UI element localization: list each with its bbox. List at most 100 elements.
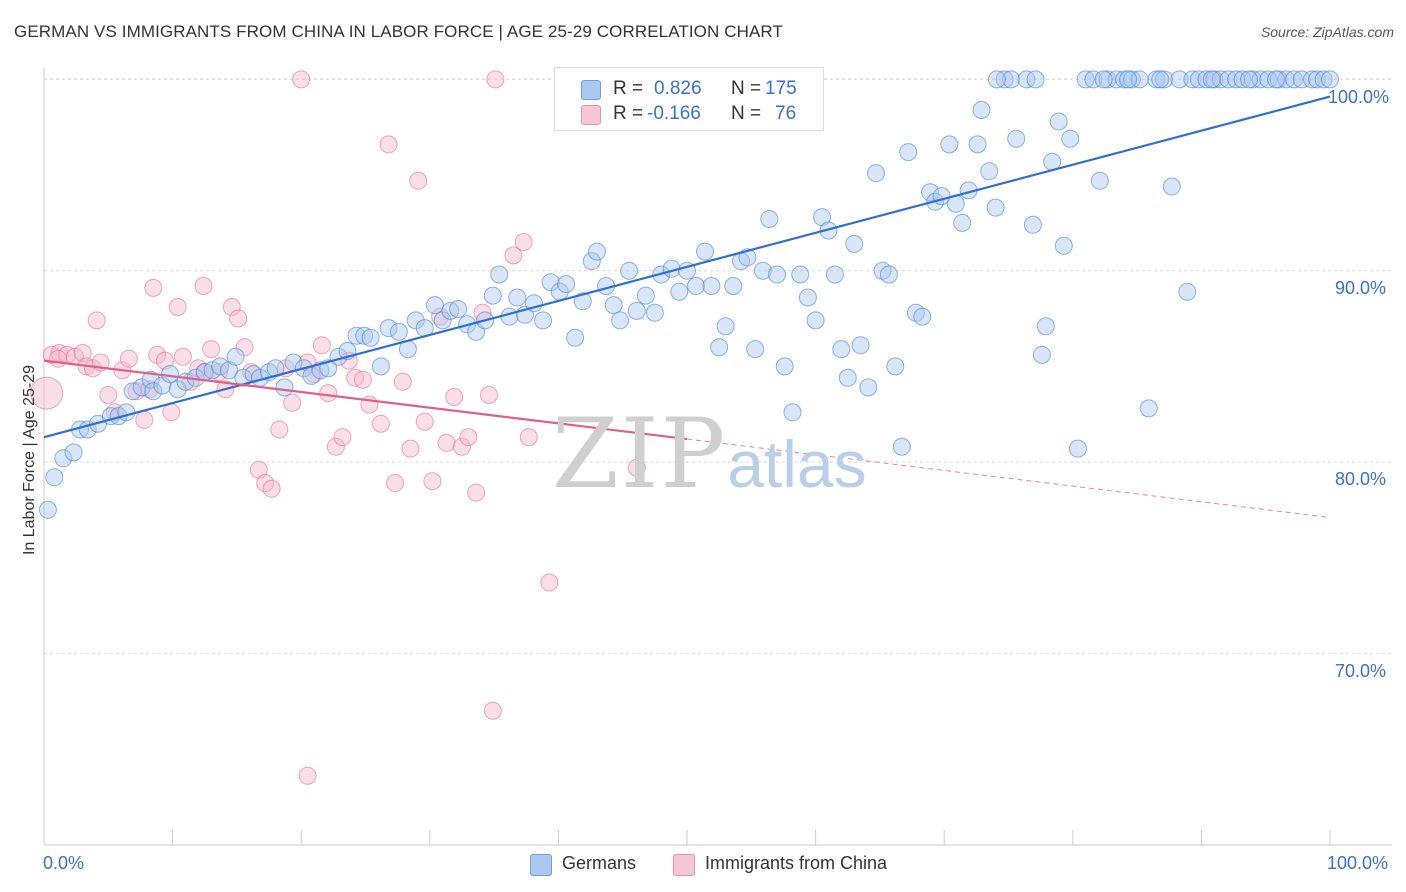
germans-point xyxy=(1036,317,1055,336)
germans-point xyxy=(940,135,959,154)
china-point xyxy=(222,298,241,316)
germans-point xyxy=(716,317,735,336)
watermark: ZIPatlas xyxy=(552,398,867,510)
china-point xyxy=(437,433,456,452)
germans-point xyxy=(1243,70,1262,89)
china-point xyxy=(194,277,213,295)
legend-label: Germans xyxy=(562,853,637,873)
germans-point xyxy=(54,449,73,468)
germans-point xyxy=(1170,70,1189,89)
germans-point xyxy=(1308,70,1327,89)
germans-point xyxy=(968,135,987,154)
china-point xyxy=(519,428,538,447)
germans-point xyxy=(1189,70,1208,89)
china-point xyxy=(423,472,442,491)
germans-point xyxy=(791,265,810,284)
n-value: 76 xyxy=(775,103,797,124)
germans-point xyxy=(275,378,294,397)
germans-point xyxy=(1259,70,1278,89)
china-swatch xyxy=(673,854,695,876)
stats-legend: R = 0.826 N = 175 R = -0.166 N = 76 xyxy=(554,67,824,131)
germans-point xyxy=(832,340,851,359)
china-point xyxy=(393,372,412,391)
china-point xyxy=(409,171,428,190)
germans-point xyxy=(541,273,560,292)
germans-point xyxy=(921,183,940,202)
germans-point xyxy=(500,307,519,326)
china-point xyxy=(467,483,486,502)
chart-title: GERMAN VS IMMIGRANTS FROM CHINA IN LABOR… xyxy=(14,22,783,41)
germans-point xyxy=(566,328,585,347)
germans-point xyxy=(825,265,844,284)
germans-point xyxy=(38,500,57,519)
germans-point xyxy=(1139,399,1158,418)
germans-point xyxy=(1119,70,1138,89)
china-point xyxy=(504,246,523,265)
y-tick-label-90: 90.0% xyxy=(1335,278,1387,298)
china-point xyxy=(119,349,138,368)
germans-point xyxy=(687,277,705,295)
stats-legend-germans: R = 0.826 N = 175 xyxy=(555,76,823,102)
china-point xyxy=(319,384,338,403)
germans-point xyxy=(1054,236,1073,255)
germans-point xyxy=(1076,70,1095,89)
germans-point xyxy=(636,286,655,305)
germans-point xyxy=(1267,70,1285,89)
germans-point xyxy=(1032,345,1051,364)
r-value: 0.826 xyxy=(654,78,702,99)
china-point xyxy=(452,437,471,456)
r-label: R = xyxy=(613,103,644,124)
germans-point xyxy=(347,326,366,345)
germans-point xyxy=(1314,70,1333,89)
germans-point xyxy=(1049,112,1068,131)
china-point xyxy=(627,458,646,477)
germans-point xyxy=(775,357,794,376)
germans-point xyxy=(798,288,817,307)
china-point xyxy=(514,233,533,251)
germans-point xyxy=(1023,215,1042,234)
germans-swatch xyxy=(530,854,552,876)
germans-point xyxy=(746,340,765,359)
germans-point xyxy=(886,357,905,376)
immigrants-from-china-points xyxy=(30,70,646,785)
germans-point xyxy=(355,326,374,345)
germans-point xyxy=(406,311,425,330)
germans-point xyxy=(696,242,714,261)
germans-point xyxy=(441,301,460,320)
china-point xyxy=(445,388,464,406)
x-tick-label-min: 0.0% xyxy=(43,853,85,873)
germans-point xyxy=(226,347,245,366)
germans-point xyxy=(838,368,857,387)
germans-point xyxy=(1068,439,1087,458)
germans-point xyxy=(1123,70,1141,89)
germans-point xyxy=(783,403,802,422)
germans-point xyxy=(1321,70,1339,89)
germans-point xyxy=(702,277,721,295)
china-point xyxy=(87,311,106,330)
germans-point xyxy=(627,301,646,320)
china-point xyxy=(292,70,311,89)
germans-point xyxy=(490,265,509,284)
germans-point xyxy=(1084,70,1103,89)
china-point xyxy=(312,336,331,355)
germans-point xyxy=(1285,70,1303,89)
germans-point xyxy=(611,311,630,330)
germans-point xyxy=(379,319,398,338)
germans-point xyxy=(1147,70,1166,89)
germans-point xyxy=(710,338,729,357)
n-label: N = xyxy=(731,103,762,124)
china-point xyxy=(155,351,174,370)
germans-point xyxy=(760,210,779,228)
stats-legend-china: R = -0.166 N = 76 xyxy=(555,101,823,127)
germans-point xyxy=(1233,70,1252,89)
china-point xyxy=(298,766,317,785)
germans-point xyxy=(534,311,552,330)
germans-point xyxy=(859,378,878,397)
germans-point xyxy=(425,296,444,315)
germans-point xyxy=(1178,282,1197,301)
china-point xyxy=(371,414,390,433)
germans-point xyxy=(892,437,911,456)
series-legend: Germans Immigrants from China xyxy=(0,851,1406,877)
china-point xyxy=(540,573,559,592)
germans-point xyxy=(913,307,932,326)
